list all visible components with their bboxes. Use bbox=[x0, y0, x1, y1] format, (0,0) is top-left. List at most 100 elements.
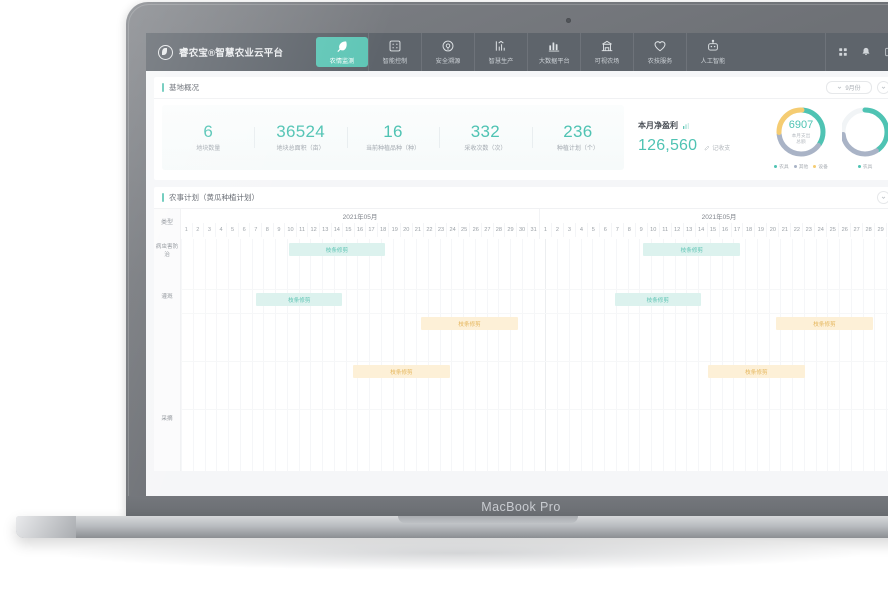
brand-title: 睿农宝®智慧农业云平台 bbox=[179, 48, 284, 59]
nav-item-dashuju-pingtai[interactable]: 大数据平台 bbox=[527, 33, 580, 71]
gantt-day-cell: 12 bbox=[307, 223, 319, 237]
gantt-gridline bbox=[510, 239, 512, 471]
gantt-gridline bbox=[463, 239, 465, 471]
nav-item-keshi-nongchang[interactable]: 可视农场 bbox=[580, 33, 633, 71]
gantt-gridline bbox=[521, 239, 523, 471]
gantt-day-cell: 21 bbox=[411, 223, 424, 237]
gantt-gridline bbox=[580, 239, 582, 471]
main-nav: 农情监测 智能控制 bbox=[316, 33, 825, 71]
overview-title: 基地概况 bbox=[169, 83, 199, 92]
nav-item-rengong-zhineng[interactable]: 人工智能 bbox=[686, 33, 739, 71]
gantt-gridline bbox=[251, 239, 253, 471]
gantt-task-bar[interactable]: 枝条修剪 bbox=[421, 317, 518, 330]
nav-item-anquan-suyuan[interactable]: 安全溯源 bbox=[421, 33, 474, 71]
gantt-task-bar[interactable]: 枝条修剪 bbox=[643, 243, 741, 256]
legend-item: 农具 bbox=[774, 163, 789, 170]
laptop-chin bbox=[126, 496, 888, 518]
gantt-gridline bbox=[686, 239, 688, 471]
production-icon bbox=[495, 40, 505, 51]
gantt-day-cell: 2 bbox=[191, 223, 204, 237]
gantt-day-cell: 8 bbox=[261, 223, 273, 237]
gantt-task-bar[interactable]: 枝条修剪 bbox=[776, 317, 873, 330]
gantt-day-cell: 24 bbox=[446, 223, 458, 237]
webcam-icon bbox=[566, 18, 571, 23]
expense-donuts: 6907 本月支出 总额 农具 其他 设备 bbox=[764, 105, 888, 170]
profit-header: 本月净盈利 bbox=[638, 120, 758, 131]
brand[interactable]: 睿农宝®智慧农业云平台 bbox=[146, 33, 316, 71]
laptop-base bbox=[16, 516, 888, 538]
gantt-task-bar[interactable]: 枝条修剪 bbox=[707, 365, 805, 378]
legend-label: 设备 bbox=[818, 165, 828, 170]
bell-icon[interactable] bbox=[861, 47, 871, 57]
gantt-gridline bbox=[592, 239, 594, 471]
gantt-task-bar[interactable]: 枝条修剪 bbox=[353, 365, 450, 378]
gantt-day-cell: 4 bbox=[574, 223, 587, 237]
record-button-label: 记收支 bbox=[712, 146, 731, 152]
gantt-gridline bbox=[627, 239, 629, 471]
chevron-down-icon bbox=[881, 86, 886, 89]
chevron-down-icon bbox=[881, 196, 886, 199]
gantt-gridline bbox=[815, 239, 817, 471]
gantt-rowline bbox=[181, 361, 888, 362]
gantt-row-labels: 病虫害防治 灌溉 采摘 bbox=[154, 239, 181, 471]
trend-icon bbox=[683, 122, 689, 129]
gantt-gridline bbox=[333, 239, 335, 471]
nav-item-nongji-fuwu[interactable]: 农技服务 bbox=[633, 33, 686, 71]
gantt-gridline bbox=[721, 239, 723, 471]
gantt-day-cell: 13 bbox=[682, 223, 695, 237]
nav-item-zhihui-shengchan[interactable]: 智慧生产 bbox=[474, 33, 527, 71]
profit-title: 本月净盈利 bbox=[638, 121, 678, 130]
gantt-task-bar[interactable]: 枝条修剪 bbox=[256, 293, 343, 306]
gantt-gridline bbox=[263, 239, 265, 471]
gantt-task-bar[interactable]: 枝条修剪 bbox=[288, 243, 386, 256]
legend-item: 农具 bbox=[857, 163, 872, 170]
nav-item-zhineng-kongzhi[interactable]: 智能控制 bbox=[368, 33, 421, 71]
gantt-gridline bbox=[369, 239, 371, 471]
gantt-day-cell: 5 bbox=[586, 223, 599, 237]
gantt-day-cell: 22 bbox=[790, 223, 802, 237]
gantt-gridline bbox=[639, 239, 641, 471]
gantt-gridline bbox=[239, 239, 241, 471]
gantt-day-cell: 8 bbox=[622, 223, 635, 237]
chevron-down-icon bbox=[838, 86, 842, 89]
gantt-gridline bbox=[792, 239, 794, 471]
gantt-day-cell: 27 bbox=[481, 223, 493, 237]
gantt-day-cell: 17 bbox=[365, 223, 377, 237]
gantt-gridline bbox=[298, 239, 300, 471]
plan-more-button[interactable] bbox=[877, 191, 888, 204]
profit-block: 本月净盈利 126,560 记收支 bbox=[624, 105, 764, 170]
donut-seg-shebei bbox=[776, 107, 826, 157]
stat-label: 种植计划（个） bbox=[556, 146, 599, 153]
gantt-day-cell: 16 bbox=[353, 223, 366, 237]
gantt-gridline bbox=[768, 239, 770, 471]
nav-item-nongqing-jiance[interactable]: 农情监测 bbox=[316, 37, 368, 67]
record-income-expense-button[interactable]: 记收支 bbox=[704, 143, 730, 155]
gantt-day-cell: 19 bbox=[388, 223, 400, 237]
nav-item-label: 农情监测 bbox=[329, 58, 355, 65]
profit-value-row: 126,560 记收支 bbox=[638, 137, 758, 155]
overview-more-button[interactable] bbox=[877, 81, 888, 94]
stat-dikuai-mianji: 36524 地块总面积（亩） bbox=[254, 121, 346, 152]
stat-value: 36524 bbox=[276, 121, 325, 141]
gantt-month-2: 2021年05月 1 2 3 4 5 6 7 8 9 10 11 12 13 14 15 16 17 18 19 20… bbox=[539, 209, 888, 239]
user-icon[interactable] bbox=[884, 47, 888, 57]
month-filter-dropdown[interactable]: 9月份 bbox=[826, 81, 872, 94]
gantt-gridline bbox=[662, 239, 664, 471]
gantt-gridline bbox=[380, 239, 382, 471]
plan-panel-header: 农事计划（黄瓜种植计划） bbox=[154, 187, 888, 209]
gantt-day-cell: 1 bbox=[543, 227, 548, 233]
gantt-task-bar[interactable]: 枝条修剪 bbox=[614, 293, 701, 306]
overview-panel-header: 基地概况 9月份 bbox=[154, 77, 888, 99]
gantt-gridline bbox=[780, 239, 782, 471]
donut-value: 6907 bbox=[788, 118, 814, 131]
stat-zhongzhi-pinzhong: 16 当前种植品种（种） bbox=[346, 122, 439, 152]
donut-legend: 农具 bbox=[857, 163, 872, 170]
gantt-row-label: 灌溉 bbox=[161, 294, 173, 300]
gantt-day-cell: 25 bbox=[826, 223, 838, 237]
gantt-day-cell: 17 bbox=[730, 223, 743, 237]
gantt-day-cell: 2 bbox=[550, 223, 563, 237]
apps-icon[interactable] bbox=[838, 47, 848, 57]
donut-card-expense: 6907 本月支出 总额 农具 其他 设备 bbox=[764, 105, 838, 170]
overview-filters: 9月份 bbox=[826, 81, 888, 94]
donut-seg-qita bbox=[842, 107, 888, 157]
